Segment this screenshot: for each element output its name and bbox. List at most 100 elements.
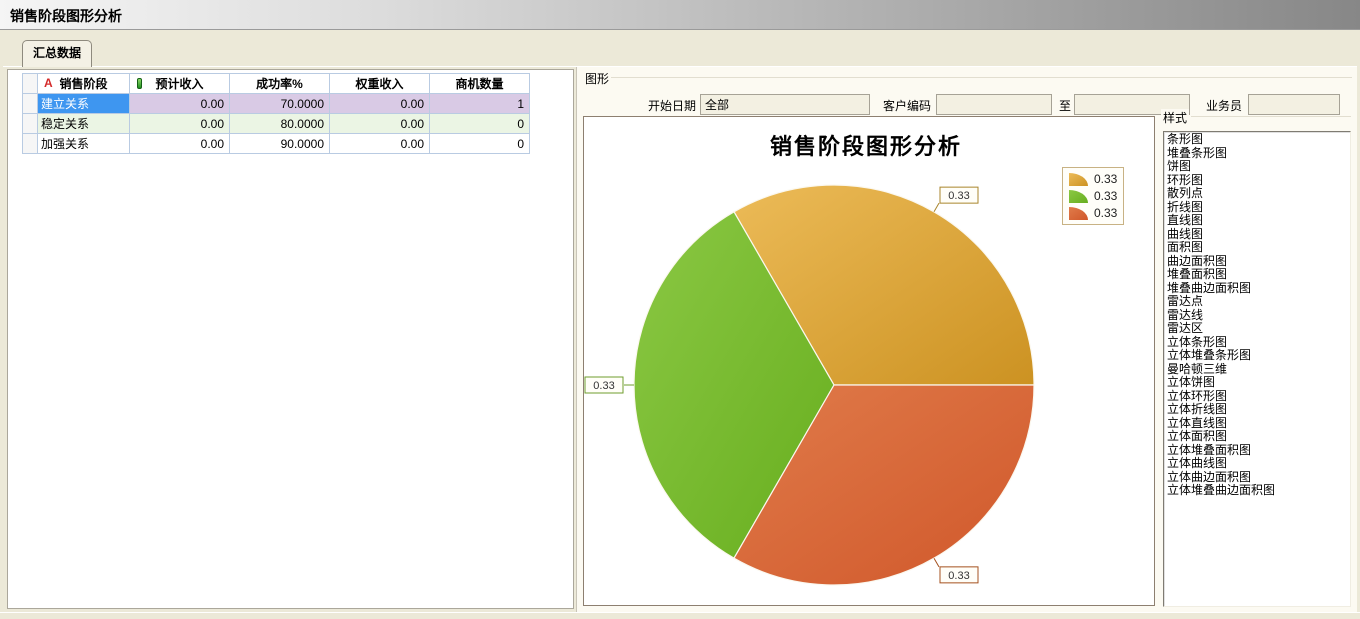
style-group-line	[1191, 116, 1351, 117]
style-option[interactable]: 饼图	[1167, 159, 1192, 173]
customer-code-input[interactable]	[936, 94, 1052, 115]
column-header-label: 商机数量	[455, 77, 504, 91]
table-cell[interactable]: 稳定关系	[37, 113, 130, 134]
style-option[interactable]: 立体堆叠曲边面积图	[1167, 483, 1276, 497]
style-option[interactable]: 曼哈顿三维	[1167, 361, 1228, 376]
style-option[interactable]: 散列点	[1167, 186, 1204, 200]
legend-value: 0.33	[1094, 172, 1118, 186]
sort-a-icon: A	[44, 76, 53, 90]
style-option[interactable]: 立体折线图	[1167, 402, 1228, 416]
style-option[interactable]: 立体曲边面积图	[1167, 469, 1252, 484]
pie-slice	[733, 184, 1035, 386]
slice-label: 0.33	[948, 190, 969, 202]
style-option[interactable]: 立体条形图	[1167, 334, 1228, 349]
salesman-input[interactable]	[1248, 94, 1340, 115]
field-type-icon	[137, 78, 142, 89]
graph-group-line	[611, 77, 1352, 78]
style-option[interactable]: 立体堆叠条形图	[1167, 348, 1252, 362]
label-connector-line	[933, 557, 940, 568]
slice-label: 0.33	[593, 380, 614, 392]
graph-group-caption: 图形	[583, 70, 612, 87]
legend-entry: 0.33	[1069, 206, 1117, 220]
table-cell[interactable]: 加强关系	[37, 133, 130, 154]
style-option[interactable]: 曲线图	[1167, 226, 1204, 241]
style-option[interactable]: 条形图	[1167, 132, 1204, 146]
tab-summary-data[interactable]: 汇总数据	[22, 40, 93, 67]
row-indicator[interactable]	[22, 93, 38, 114]
table-row[interactable]: 加强关系 0.00 90.0000 0.00 0	[22, 133, 530, 154]
table-cell[interactable]: 0	[429, 113, 530, 134]
window-titlebar: 销售阶段图形分析	[0, 0, 1360, 30]
legend-entry: 0.33	[1069, 172, 1117, 186]
chart-title: 销售阶段图形分析	[769, 134, 963, 160]
table-row[interactable]: 建立关系 0.00 70.0000 0.00 1	[22, 93, 530, 114]
window-title: 销售阶段图形分析	[10, 8, 122, 24]
chart-container: 销售阶段图形分析 0.33 0.33 0.33 0.33 0.33 0.33	[583, 116, 1155, 606]
salesman-label: 业务员	[1206, 99, 1243, 113]
table-cell[interactable]: 0	[429, 133, 530, 154]
table-row[interactable]: 稳定关系 0.00 80.0000 0.00 0	[22, 113, 530, 134]
style-option[interactable]: 面积图	[1167, 240, 1204, 254]
chart-legend: 0.33 0.33 0.33	[1062, 167, 1125, 225]
table-cell[interactable]: 90.0000	[229, 133, 330, 154]
start-date-label: 开始日期	[648, 99, 697, 113]
row-indicator[interactable]	[22, 113, 38, 134]
style-option[interactable]: 堆叠条形图	[1167, 145, 1228, 160]
column-header-label: 权重收入	[355, 77, 404, 91]
graph-panel: 图形 开始日期 客户编码 至 业务员 销售阶段图形分析 0.330.330.33…	[576, 67, 1357, 612]
table-cell[interactable]: 建立关系	[37, 93, 130, 114]
style-option[interactable]: 立体饼图	[1167, 375, 1216, 389]
column-header[interactable]: 成功率%	[229, 73, 330, 94]
column-header[interactable]: 权重收入	[329, 73, 430, 94]
table-cell[interactable]: 0.00	[329, 133, 430, 154]
slice-label-box	[939, 566, 979, 584]
customer-code-label: 客户编码	[883, 99, 932, 113]
column-header[interactable]: 商机数量	[429, 73, 530, 94]
style-group-caption: 样式	[1161, 109, 1190, 126]
style-list: 条形图 堆叠条形图 饼图 环形图 散列点 折线图 直线图 曲线图 面积图 曲边面积图 堆叠面积图 堆叠…	[1163, 131, 1351, 607]
slice-label: 0.33	[948, 570, 969, 582]
style-option[interactable]: 立体面积图	[1167, 429, 1228, 443]
table-cell[interactable]: 0.00	[329, 113, 430, 134]
legend-value: 0.33	[1094, 189, 1118, 203]
table-cell[interactable]: 1	[429, 93, 530, 114]
slice-label-box	[584, 376, 624, 394]
to-label: 至	[1059, 99, 1072, 113]
style-option[interactable]: 折线图	[1167, 199, 1204, 214]
row-indicator[interactable]	[22, 133, 38, 154]
column-header[interactable]: A 销售阶段	[37, 73, 130, 94]
style-option[interactable]: 立体环形图	[1167, 388, 1228, 403]
style-option[interactable]: 立体曲线图	[1167, 456, 1228, 470]
sales-stage-table: A 销售阶段 预计收入 成功率% 权重收入 商机数量 建立关系 0.00 70.0000 0.0…	[22, 73, 530, 154]
style-option[interactable]: 曲边面积图	[1167, 253, 1228, 268]
style-option[interactable]: 堆叠面积图	[1167, 267, 1228, 281]
row-indicator-header	[22, 73, 38, 94]
style-option[interactable]: 堆叠曲边面积图	[1167, 280, 1252, 295]
table-cell[interactable]: 0.00	[129, 113, 230, 134]
style-option[interactable]: 立体堆叠面积图	[1167, 442, 1252, 457]
bottom-strip	[0, 612, 1360, 619]
table-cell[interactable]: 0.00	[129, 93, 230, 114]
style-option[interactable]: 立体直线图	[1167, 415, 1228, 430]
pie-chart: 0.33 0.33 0.33	[584, 184, 1035, 586]
style-option[interactable]: 雷达点	[1167, 294, 1204, 308]
slice-label-box	[939, 186, 979, 204]
style-option[interactable]: 直线图	[1167, 213, 1204, 227]
table-cell[interactable]: 0.00	[129, 133, 230, 154]
table-cell[interactable]: 70.0000	[229, 93, 330, 114]
legend-wedge-icon	[1069, 190, 1088, 203]
legend-wedge-icon	[1069, 173, 1088, 186]
table-cell[interactable]: 80.0000	[229, 113, 330, 134]
style-option[interactable]: 环形图	[1167, 172, 1204, 187]
column-header[interactable]: 预计收入	[129, 73, 230, 94]
table-cell[interactable]: 0.00	[329, 93, 430, 114]
tab-strip: 汇总数据	[0, 30, 1360, 67]
label-connector-line	[933, 202, 940, 213]
style-option[interactable]: 雷达线	[1167, 307, 1204, 322]
content-area: A 销售阶段 预计收入 成功率% 权重收入 商机数量 建立关系 0.00 70.0000 0.0…	[3, 66, 1357, 612]
style-option[interactable]: 雷达区	[1167, 321, 1204, 335]
start-date-input[interactable]	[700, 94, 870, 115]
legend-entry: 0.33	[1069, 189, 1117, 203]
summary-panel: A 销售阶段 预计收入 成功率% 权重收入 商机数量 建立关系 0.00 70.0000 0.0…	[7, 69, 574, 609]
pie-slice	[733, 384, 1035, 586]
